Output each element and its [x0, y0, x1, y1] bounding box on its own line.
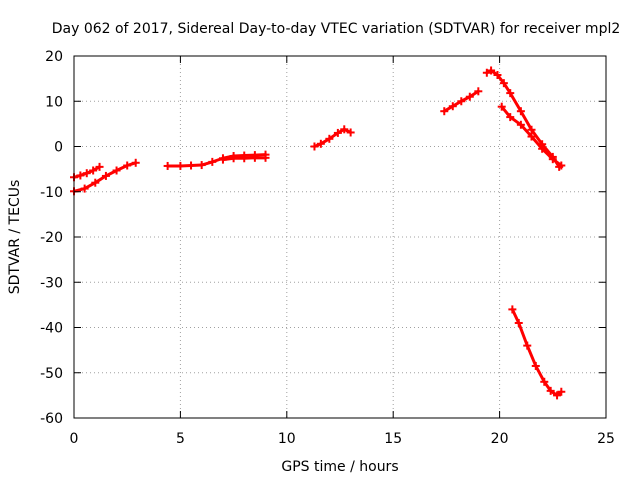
data-point — [506, 113, 515, 122]
data-point — [229, 154, 238, 163]
x-tick-label: 5 — [176, 431, 185, 447]
y-tick-label: -40 — [40, 321, 63, 337]
data-point — [527, 132, 536, 141]
y-tick-label: -60 — [40, 411, 63, 427]
data-point — [465, 92, 474, 101]
data-point — [187, 161, 196, 170]
data-point — [89, 166, 98, 175]
data-point — [76, 171, 85, 180]
chart-title: Day 062 of 2017, Sidereal Day-to-day VTE… — [52, 21, 621, 37]
y-tick-label: -30 — [40, 275, 63, 291]
data-point — [497, 102, 506, 111]
series-arc7 — [485, 68, 561, 169]
grid-lines — [74, 56, 606, 418]
data-point — [557, 387, 566, 396]
data-point — [546, 386, 555, 395]
data-point — [482, 68, 491, 77]
data-point — [333, 128, 342, 137]
data-point — [131, 158, 140, 167]
x-tick-label: 10 — [278, 431, 296, 447]
data-point — [80, 184, 89, 193]
data-point — [176, 161, 185, 170]
data-point — [557, 161, 566, 170]
data-point — [487, 66, 496, 75]
data-point — [112, 166, 121, 175]
data-point — [95, 162, 104, 171]
data-point — [516, 120, 525, 129]
x-axis-label: GPS time / hours — [281, 459, 398, 475]
series-arc3 — [166, 153, 268, 168]
y-tick-label: 10 — [45, 94, 63, 110]
data-point — [340, 125, 349, 134]
data-point — [448, 102, 457, 111]
data-point — [261, 153, 270, 162]
data-point — [218, 155, 227, 164]
y-tick-label: 0 — [54, 140, 63, 156]
x-tick-label: 0 — [70, 431, 79, 447]
y-tick-label: -20 — [40, 230, 63, 246]
data-point — [325, 134, 334, 143]
data-point — [440, 107, 449, 116]
data-point — [523, 341, 532, 350]
data-point — [514, 318, 523, 327]
data-point — [506, 89, 515, 98]
data-point — [316, 139, 325, 148]
data-point — [82, 169, 91, 178]
data-point — [474, 87, 483, 96]
data-point — [531, 361, 540, 370]
x-tick-label: 20 — [491, 431, 509, 447]
data-point — [499, 79, 508, 88]
data-point — [240, 154, 249, 163]
y-tick-label: -10 — [40, 185, 63, 201]
data-series — [70, 66, 566, 400]
x-tick-label: 25 — [597, 431, 615, 447]
data-point — [310, 142, 319, 151]
data-point — [346, 128, 355, 137]
y-tick-label: 20 — [45, 49, 63, 65]
data-point — [101, 171, 110, 180]
y-axis-label: SDTVAR / TECUs — [7, 180, 23, 295]
axis-ticks — [73, 55, 607, 419]
data-point — [538, 144, 547, 153]
data-point — [457, 97, 466, 106]
data-point — [163, 161, 172, 170]
data-point — [553, 391, 562, 400]
data-point — [508, 305, 517, 314]
data-point — [527, 125, 536, 134]
data-point — [548, 155, 557, 164]
data-point — [493, 71, 502, 80]
data-point — [250, 153, 259, 162]
data-point — [91, 178, 100, 187]
data-point — [197, 161, 206, 170]
data-point — [540, 377, 549, 386]
x-tick-label: 15 — [384, 431, 402, 447]
tick-labels: 0 5 10 15 20 25 -60 -50 -40 -30 -20 -10 0 10 20 — [40, 49, 615, 447]
y-tick-label: -50 — [40, 366, 63, 382]
data-point — [516, 107, 525, 116]
data-point — [208, 157, 217, 166]
data-point — [123, 161, 132, 170]
